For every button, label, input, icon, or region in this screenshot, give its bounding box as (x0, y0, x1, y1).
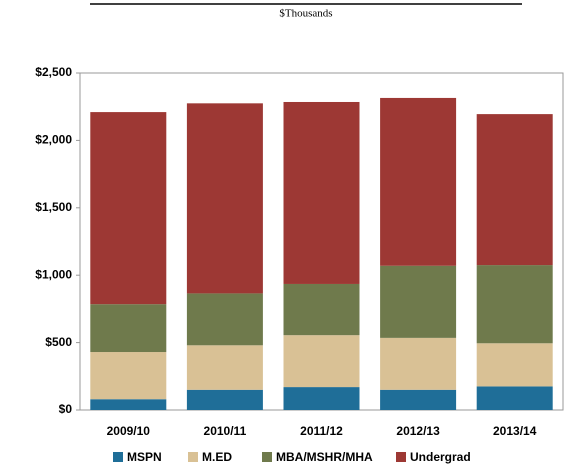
bar-segment (283, 387, 360, 410)
bar-segment (380, 389, 457, 410)
legend-swatch (396, 452, 406, 462)
bar-segment (476, 386, 553, 410)
legend-swatch (262, 452, 272, 462)
bar-segment (380, 265, 457, 338)
bar-segment (380, 337, 457, 390)
y-tick-label: $2,000 (35, 133, 72, 147)
bar-segment (283, 101, 360, 284)
legend-label: MSPN (127, 450, 162, 464)
bar-segment (90, 112, 167, 305)
y-tick-label: $1,000 (35, 267, 72, 281)
bar-segment (380, 97, 457, 266)
x-tick-label: 2012/13 (396, 424, 440, 438)
legend-label: Undergrad (410, 450, 471, 464)
bar-segment (186, 103, 263, 294)
x-tick-label: 2010/11 (204, 424, 247, 438)
legend-label: M.ED (202, 450, 232, 464)
bar-segment (186, 345, 263, 390)
bar-segment (90, 399, 167, 410)
chart-subtitle: $Thousands (279, 8, 332, 20)
bar-segment (476, 343, 553, 387)
bar-segment (90, 304, 167, 353)
legend-swatch (188, 452, 198, 462)
bar-segment (476, 265, 553, 344)
x-tick-label: 2011/12 (300, 424, 343, 438)
x-tick-label: 2013/14 (493, 424, 537, 438)
y-tick-label: $1,500 (35, 200, 72, 214)
y-tick-label: $2,500 (35, 65, 72, 79)
legend-label: MBA/MSHR/MHA (276, 450, 373, 464)
y-tick-label: $0 (59, 402, 73, 416)
bar-segment (186, 389, 263, 410)
legend-swatch (113, 452, 123, 462)
bar-segment (476, 114, 553, 266)
bar-segment (283, 335, 360, 388)
x-tick-label: 2009/10 (107, 424, 151, 438)
bar-segment (186, 293, 263, 346)
bar-segment (90, 352, 167, 400)
y-tick-label: $500 (45, 335, 72, 349)
bar-segment (283, 283, 360, 336)
